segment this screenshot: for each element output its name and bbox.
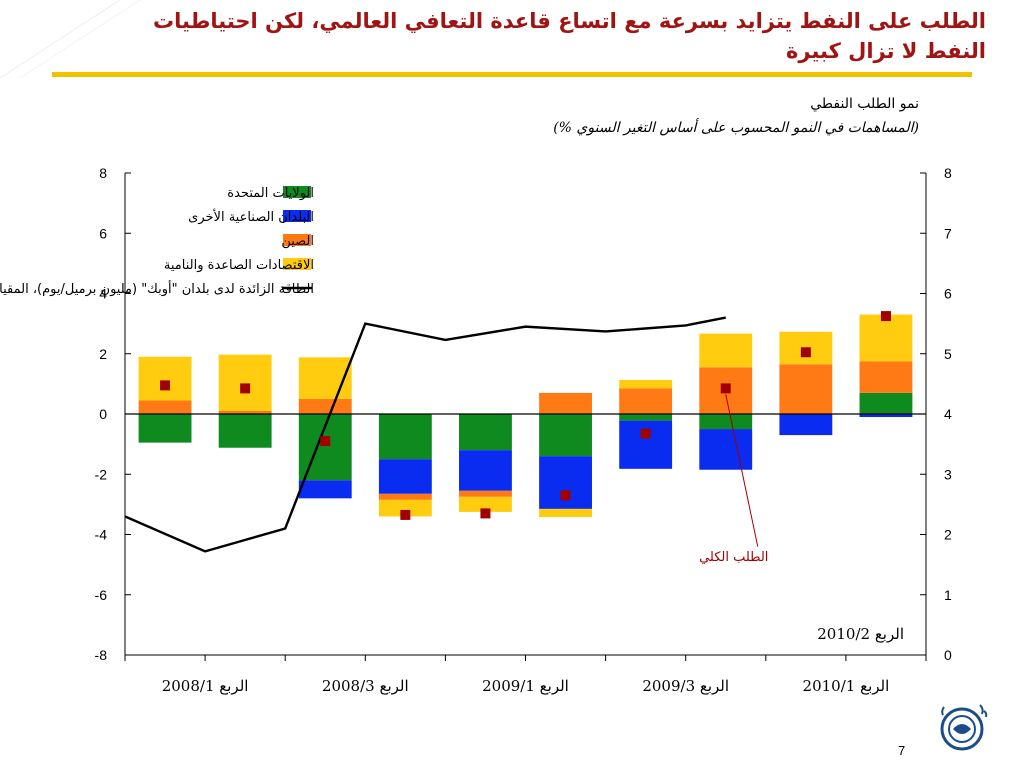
total-demand-marker (720, 383, 731, 394)
y-left-tick-label: 2 (99, 346, 107, 362)
legend-swatch (283, 210, 311, 222)
y-left-tick-label: 0 (99, 406, 107, 422)
bar-segment (378, 414, 432, 460)
bar-segment (138, 400, 192, 414)
total-demand-marker (240, 383, 251, 394)
y-right-tick-label: 6 (944, 286, 952, 302)
legend-swatch (283, 186, 311, 198)
y-left-tick-label: 8 (99, 165, 107, 181)
bar-segment (378, 499, 432, 517)
bar-segment (459, 414, 512, 451)
x-tick-label: 2010/الربع 1 (803, 677, 890, 695)
bar-segment (539, 456, 592, 509)
bar-segment (459, 496, 512, 512)
x-tick-label: 2009/الربع 3 (642, 677, 729, 695)
bar-segment (378, 459, 432, 494)
y-left-tick-label: 6 (99, 225, 107, 241)
y-right-tick-label: 3 (944, 466, 952, 482)
legend-label: الصين (281, 234, 314, 249)
y-right-tick-label: 1 (944, 587, 952, 603)
bar-segment (218, 414, 272, 448)
bar-segment (459, 450, 512, 491)
total-demand-annotation: الطلب الكلي (699, 550, 768, 565)
bar-segment (779, 364, 833, 414)
bar-segment (859, 314, 913, 362)
legend-swatch (283, 258, 311, 270)
annotation-pointer (725, 394, 759, 547)
bar-segment (699, 429, 753, 470)
y-right-tick-label: 0 (944, 647, 952, 663)
bar-segment (459, 490, 512, 497)
chart-subtitle: (المساهمات في النمو المحسوب على أساس الت… (553, 120, 919, 136)
spare-capacity-line (124, 316, 726, 553)
total-demand-marker (640, 428, 651, 439)
bar-segment (378, 493, 432, 500)
slide-title: الطلب على النفط يتزايد بسرعة مع اتساع قا… (153, 9, 986, 63)
x-tick-label: 2008/الربع 3 (322, 677, 409, 695)
total-demand-marker (880, 311, 891, 322)
y-left-tick-label: -8 (95, 647, 108, 663)
y-right-tick-label: 5 (944, 346, 952, 362)
y-right-tick-label: 7 (944, 225, 952, 241)
bar-segment (298, 480, 352, 499)
legend-swatch (283, 234, 311, 246)
bar-segment (138, 414, 192, 443)
total-demand-marker (320, 436, 331, 447)
corner-decoration (0, 0, 300, 84)
bar-segment (138, 356, 192, 401)
total-demand-marker (560, 490, 571, 501)
bar-segment (619, 388, 673, 414)
y-left-tick-label: -2 (95, 466, 108, 482)
legend-label: البلدان الصناعية الأخرى (188, 208, 314, 225)
bar-segment (218, 354, 272, 411)
bar-segment (619, 420, 673, 469)
total-demand-marker (800, 347, 811, 358)
y-left-tick-label: -6 (95, 587, 108, 603)
legend-label: الاقتصادات الصاعدة والنامية (164, 258, 314, 273)
total-demand-marker (160, 380, 171, 391)
y-right-tick-label: 8 (944, 165, 952, 181)
imf-seal-icon (940, 704, 988, 751)
bar-segment (699, 414, 753, 430)
bar-segment (539, 508, 592, 518)
legend-label: الولايات المتحدة (227, 186, 314, 201)
bar-segment (619, 414, 673, 421)
bar-segment (859, 361, 913, 393)
x-tick-label: 2009/الربع 1 (482, 677, 569, 695)
y-left-tick-label: 4 (99, 286, 107, 302)
y-right-tick-label: 4 (944, 406, 952, 422)
x-tick-label: 2008/الربع 1 (162, 677, 249, 695)
bar-segment (539, 414, 592, 457)
total-demand-marker (400, 509, 411, 520)
total-demand-marker (480, 508, 491, 519)
title-underline (52, 72, 972, 77)
y-left-tick-label: -4 (95, 527, 108, 543)
legend-label: الطاقة الزائدة لدى بلدان "أوبك" (مليون ب… (0, 280, 314, 297)
bar-segment (539, 392, 592, 414)
bar-segment (859, 392, 913, 414)
chart-title: نمو الطلب النفطي (810, 96, 919, 112)
bar-segment (779, 414, 833, 436)
bar-segment (699, 333, 753, 368)
bar-segment (859, 414, 913, 418)
bar-segment (619, 379, 673, 389)
bar-segment (298, 398, 352, 414)
last-period-label: 2010/الربع 2 (817, 625, 904, 643)
y-right-tick-label: 2 (944, 527, 952, 543)
page-number: 7 (898, 743, 906, 758)
bar-segment (218, 410, 272, 414)
